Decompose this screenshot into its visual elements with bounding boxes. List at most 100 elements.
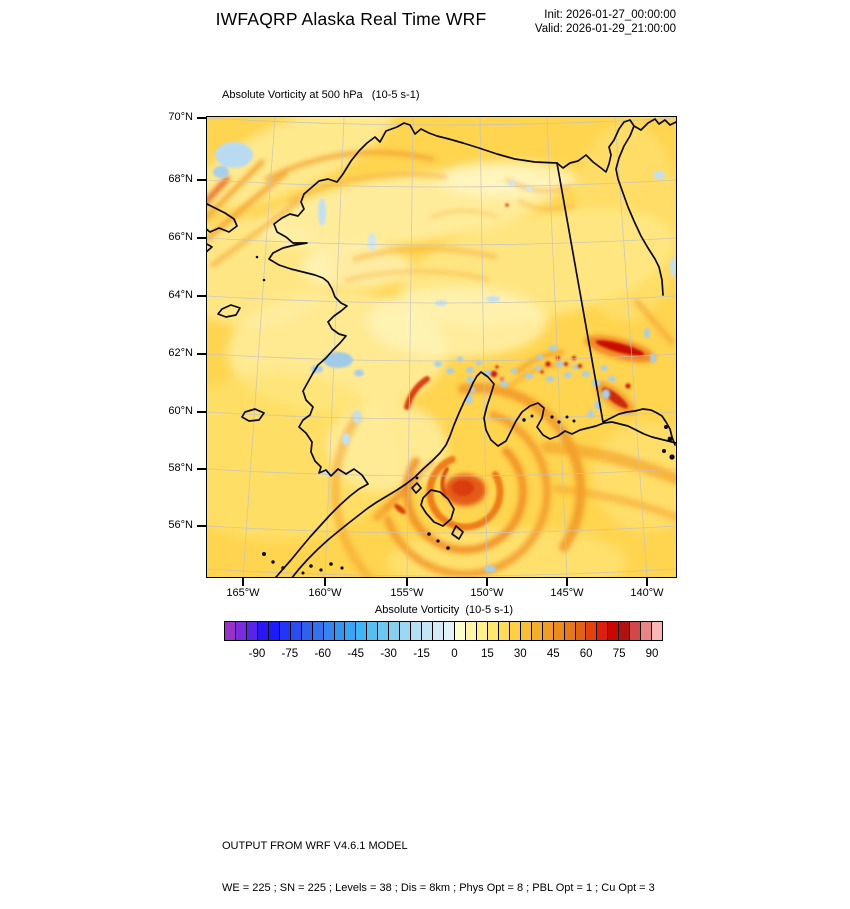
lon-tick-label: 165°W [226, 587, 260, 599]
lat-tick-label: 60°N [168, 405, 193, 417]
init-time-label: Init: 2026-01-27_00:00:00 [544, 9, 676, 21]
lat-tick-label: 64°N [168, 289, 193, 301]
colorbar-tick-label: -90 [248, 648, 266, 660]
colorbar-cell [651, 622, 663, 640]
colorbar-cell [475, 622, 487, 640]
lat-tick-label: 66°N [168, 231, 193, 243]
lat-tick-mark [197, 525, 206, 527]
colorbar-cell [563, 622, 575, 640]
lat-tick-mark [197, 117, 206, 119]
colorbar-cell [508, 622, 520, 640]
colorbar-cell [486, 622, 498, 640]
colorbar-cell [311, 622, 323, 640]
colorbar-cell [333, 622, 345, 640]
colorbar-cell [585, 622, 597, 640]
vorticity-field-map [207, 117, 676, 577]
lat-tick-mark [197, 468, 206, 470]
colorbar-cell [278, 622, 290, 640]
graticule [207, 117, 676, 577]
lon-tick-label: 150°W [470, 587, 504, 599]
run-time-block: Init: 2026-01-27_00:00:00 Valid: 2026-01… [420, 8, 676, 36]
page-title: IWFAQRP Alaska Real Time WRF [215, 9, 487, 29]
colorbar-tick-label: 60 [579, 648, 593, 660]
lat-tick-mark [197, 179, 206, 181]
colorbar-cell [421, 622, 433, 640]
colorbar-tick-label: 30 [513, 648, 527, 660]
lon-tick-label: 160°W [308, 587, 342, 599]
colorbar-cell [234, 622, 246, 640]
colorbar-cell [225, 622, 235, 640]
lon-tick-mark [566, 578, 568, 586]
lat-tick-label: 70°N [168, 111, 193, 123]
lat-tick-mark [197, 237, 206, 239]
footer-config-line: WE = 225 ; SN = 225 ; Levels = 38 ; Dis … [222, 882, 655, 894]
footer: OUTPUT FROM WRF V4.6.1 MODEL WE = 225 ; … [222, 811, 655, 909]
gulf-of-alaska-vortex [330, 376, 676, 577]
lat-tick-mark [197, 353, 206, 355]
colorbar-cell [267, 622, 279, 640]
colorbar-cell [366, 622, 378, 640]
colorbar-cell [464, 622, 476, 640]
colorbar-cell [377, 622, 389, 640]
lon-tick-mark [406, 578, 408, 586]
footer-model-line: OUTPUT FROM WRF V4.6.1 MODEL [222, 840, 408, 852]
colorbar-tick-label: -60 [314, 648, 332, 660]
colorbar-cell [519, 622, 531, 640]
colorbar-cell [541, 622, 553, 640]
colorbar-cell [344, 622, 356, 640]
field-title: Absolute Vorticity at 500 hPa (10-5 s-1) [222, 89, 420, 101]
lon-tick-mark [646, 578, 648, 586]
colorbar-cell [618, 622, 630, 640]
canada-coast [602, 408, 676, 446]
colorbar-cell [629, 622, 641, 640]
st-lawrence-island [217, 304, 241, 318]
lat-tick-label: 68°N [168, 173, 193, 185]
colorbar-cell [300, 622, 312, 640]
wrf-plot-page: { "header": { "title": "IWFAQRP Alaska R… [168, 8, 677, 894]
colorbar-cell [640, 622, 652, 640]
kodiak-island [420, 489, 455, 527]
colorbar-tick-label: -15 [413, 648, 430, 660]
colorbar-cell [607, 622, 619, 640]
northeast-coast [633, 118, 676, 131]
lat-tick-mark [197, 411, 206, 413]
colorbar [224, 621, 663, 641]
colorbar-cell [596, 622, 608, 640]
colorbar-cell [432, 622, 444, 640]
colorbar-tick-label: 75 [612, 648, 626, 660]
coastline [207, 118, 676, 577]
nunivak-island [241, 408, 265, 422]
colorbar-tick-label: 0 [451, 648, 458, 660]
lon-tick-label: 145°W [550, 587, 584, 599]
colorbar-tick-label: 45 [546, 648, 560, 660]
colorbar-cell [443, 622, 455, 640]
colorbar-tick-label: -45 [347, 648, 364, 660]
colorbar-cell [245, 622, 257, 640]
colorbar-cell [399, 622, 411, 640]
colorbar-cell [322, 622, 334, 640]
colorbar-cell [410, 622, 422, 640]
lat-tick-label: 56°N [168, 519, 193, 531]
lat-tick-label: 58°N [168, 462, 193, 474]
lon-tick-label: 155°W [390, 587, 424, 599]
colorbar-cell [454, 622, 465, 640]
colorbar-tick-label: 90 [645, 648, 659, 660]
alaska-canada-border [556, 162, 604, 423]
colorbar-cell [256, 622, 268, 640]
colorbar-tick-label: -30 [380, 648, 397, 660]
colorbar-title: Absolute Vorticity (10-5 s-1) [374, 604, 514, 616]
colorbar-cell [497, 622, 509, 640]
colorbar-cell [552, 622, 564, 640]
lat-tick-mark [197, 295, 206, 297]
south-coast [291, 371, 676, 577]
pale-vorticity-regions [207, 117, 676, 577]
lon-tick-mark [242, 578, 244, 586]
lon-tick-mark [324, 578, 326, 586]
colorbar-tick-label: -75 [281, 648, 299, 660]
lon-tick-mark [486, 578, 488, 586]
valid-time-label: Valid: 2026-01-29_21:00:00 [534, 23, 676, 35]
colorbar-cell [355, 622, 367, 640]
colorbar-cell [574, 622, 586, 640]
chukotka-coast [207, 203, 238, 233]
small-islands [255, 255, 675, 575]
